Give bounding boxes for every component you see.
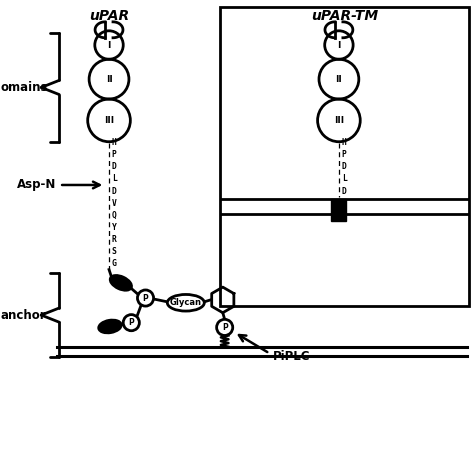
Text: I: I [337,41,341,49]
Text: G: G [112,259,117,268]
Text: S: S [112,247,117,256]
Ellipse shape [99,320,121,333]
Text: III: III [104,116,114,125]
Text: uPAR: uPAR [89,9,129,23]
Text: P: P [342,150,346,159]
Text: Asp-N: Asp-N [17,179,56,191]
Text: H: H [112,138,117,147]
Text: Q: Q [112,211,117,219]
Text: R: R [112,235,117,244]
Circle shape [217,319,233,336]
Text: II: II [106,75,112,83]
Text: P: P [143,293,148,302]
Text: anchor: anchor [1,309,46,321]
Text: I: I [107,41,111,49]
Text: P: P [128,318,134,327]
Text: D: D [112,187,117,195]
Text: L: L [112,174,117,183]
Bar [220,7,469,306]
Text: Y: Y [112,223,117,232]
Text: P: P [112,150,117,159]
Text: II: II [336,75,342,83]
Bar [331,200,346,221]
Ellipse shape [110,275,131,290]
Text: D: D [342,163,346,171]
Circle shape [123,315,139,331]
Text: H: H [342,138,346,147]
Text: III: III [334,116,344,125]
Text: uPAR-TM: uPAR-TM [311,9,378,23]
Text: D: D [342,187,346,195]
Text: V: V [112,199,117,208]
Text: PiPLC: PiPLC [273,350,310,363]
Text: L: L [342,174,346,183]
Circle shape [137,290,154,306]
Text: P: P [222,323,228,332]
Text: D: D [112,163,117,171]
Text: Glycan: Glycan [170,298,202,307]
Text: omains: omains [1,81,48,94]
Ellipse shape [167,294,204,311]
